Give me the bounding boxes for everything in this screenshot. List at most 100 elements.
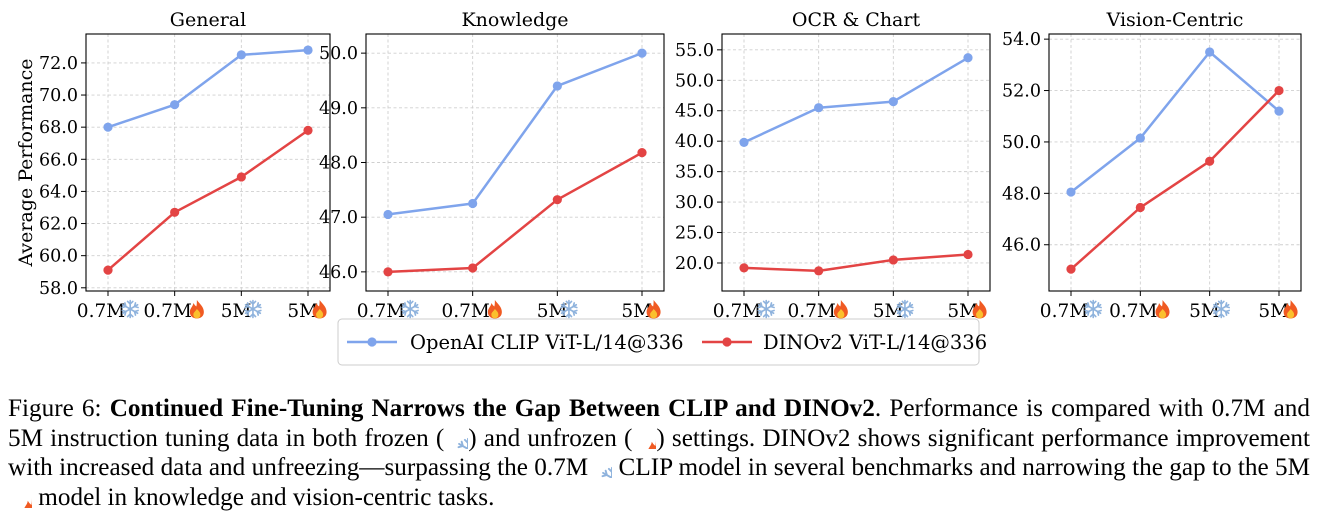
data-point-dino [552,195,562,205]
data-point-dino [383,267,393,277]
y-tick-label: 48.0 [1002,184,1041,204]
data-point-clip [236,50,246,60]
x-tick-label: 5M [221,301,252,322]
data-point-dino [1135,202,1145,213]
data-point-clip [552,81,562,91]
x-tick-label: 0.7M [713,301,761,322]
chart-panel-4: 46.0 48.0 50.0 52.0 54.0 0.7M 0.7M 5M 5M Vision-C… [1002,9,1302,322]
figure-charts: 58.0 60.0 62.0 64.0 66.0 68.0 70.0 72.0 0.7M 0.7M… [15,9,1302,366]
data-point-clip [383,209,393,220]
data-point-clip [303,45,313,55]
series-line-dino [387,151,643,274]
data-point-dino [637,148,647,158]
caption-text-2: ) and unfrozen ( [468,424,633,452]
x-tick-label: 0.7M [143,301,191,322]
data-point-dino [468,263,478,273]
y-axis-label: Average Performance [15,58,37,267]
data-point-clip [170,100,180,110]
figure-caption: Figure 6: Continued Fine-Tuning Narrows … [8,394,1310,512]
data-point-dino [888,255,898,265]
y-tick-label: 52.0 [1002,82,1041,102]
legend-label-dino: DINOv2 ViT-L/14@336 [763,331,987,354]
series-line-clip [743,56,969,144]
data-point-clip [814,103,824,113]
data-point-dino [963,249,973,260]
y-tick-label: 46.0 [1002,236,1041,256]
fire-icon [1155,300,1170,319]
data-point-dino [739,263,749,273]
x-tick-label: 5M [621,301,652,322]
caption-text-3: ) settings. DINOv2 shows significant per… [8,424,1310,482]
axes-frame [85,33,331,292]
caption-text-4: CLIP model in several benchmarks and nar… [612,454,1310,481]
y-tick-label: 58.0 [39,279,78,299]
chart-panel-3: 20.0 25.0 30.0 35.0 40.0 45.0 50.0 55.0 0.7M 0.7M… [675,9,991,322]
caption-text-1: . Performance is compared with 0.7M and … [8,395,1310,452]
y-tick-label: 45.0 [675,102,714,122]
legend-item-clip: OpenAI CLIP ViT-L/14@336 [347,331,684,354]
legend-label-clip: OpenAI CLIP ViT-L/14@336 [410,331,684,354]
chart-panel-1: 58.0 60.0 62.0 64.0 66.0 68.0 70.0 72.0 0.7M 0.7M… [15,9,331,322]
caption-text-5: model in knowledge and vision-centric ta… [32,483,495,511]
data-point-clip [1205,47,1215,57]
data-point-dino [814,266,824,276]
legend-frame [337,318,980,366]
x-tick-label: 0.7M [77,301,125,322]
y-tick-label: 49.0 [319,99,358,119]
chart-title: General [170,9,246,31]
y-tick-label: 35.0 [675,163,714,183]
y-tick-label: 20.0 [675,254,714,274]
y-tick-label: 54.0 [1002,30,1041,50]
caption-title: Continued Fine-Tuning Narrows the Gap Be… [109,395,875,422]
y-tick-label: 47.0 [319,208,358,228]
y-tick-label: 50.0 [675,71,714,91]
x-tick-label: 5M [873,301,904,322]
chart-panel-2: 46.0 47.0 48.0 49.0 50.0 0.7M 0.7M 5M 5M Knowledg… [319,9,665,322]
snowflake-icon [588,453,612,483]
y-tick-label: 48.0 [319,154,358,174]
x-tick-label: 5M [287,301,318,322]
y-tick-label: 25.0 [675,224,714,244]
legend: OpenAI CLIP ViT-L/14@336 DINOv2 ViT-L/14… [337,318,987,366]
x-tick-label: 5M [1258,301,1289,322]
series-line-dino [1070,89,1280,271]
data-point-clip [739,137,749,148]
fire-icon [487,300,502,319]
fire-icon [189,300,204,319]
data-point-clip [1066,187,1076,197]
fire-icon [833,300,848,319]
y-tick-label: 60.0 [39,247,78,267]
y-tick-label: 46.0 [319,263,358,283]
data-point-dino [236,172,246,182]
snowflake-icon [444,424,468,454]
fire-icon [632,424,656,454]
y-tick-label: 62.0 [39,215,78,235]
data-point-clip [1274,106,1284,116]
chart-title: Knowledge [461,9,568,31]
x-tick-label: 5M [947,301,978,322]
axes-frame [721,33,991,292]
y-tick-label: 55.0 [675,41,714,61]
legend-marker-dino [722,337,732,347]
axes-frame [1048,33,1302,292]
data-point-dino [1066,264,1076,274]
y-tick-label: 40.0 [675,132,714,152]
data-point-clip [888,96,898,107]
legend-marker-clip [367,337,377,347]
y-tick-label: 50.0 [1002,133,1041,153]
x-tick-label: 0.7M [787,301,835,322]
caption-prefix: Figure 6: [8,395,110,422]
y-tick-label: 66.0 [39,150,78,170]
x-tick-label: 0.7M [1040,301,1088,322]
chart-title: OCR & Chart [792,9,921,31]
x-tick-label: 0.7M [357,301,405,322]
y-tick-label: 30.0 [675,193,714,213]
data-point-dino [103,265,113,275]
chart-title: Vision-Centric [1106,9,1244,31]
data-point-clip [468,198,478,209]
y-tick-label: 64.0 [39,182,78,202]
y-tick-label: 50.0 [319,44,358,64]
legend-item-dino: DINOv2 ViT-L/14@336 [702,331,987,354]
data-point-clip [637,48,647,58]
data-point-clip [963,53,973,63]
